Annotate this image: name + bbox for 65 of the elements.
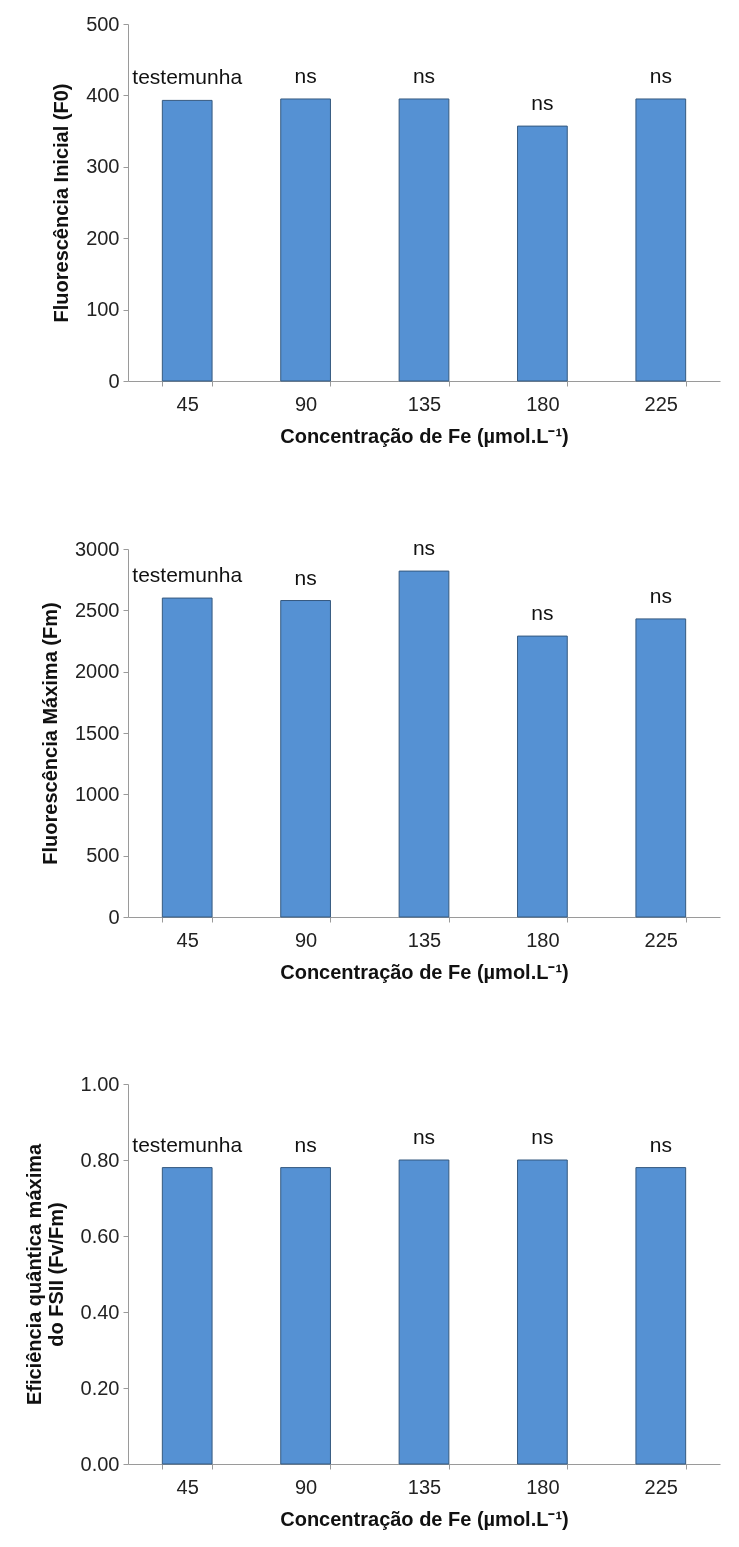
y-axis-title: Fluorescência Inicial (F0) xyxy=(50,83,73,323)
y-tick-label: 1000 xyxy=(75,782,120,805)
bar xyxy=(161,597,213,918)
bar xyxy=(161,99,213,382)
annotation: ns xyxy=(649,583,672,607)
annotation: ns xyxy=(531,1125,554,1148)
y-tick-label: 0.00 xyxy=(80,1452,120,1475)
x-tick-label: 180 xyxy=(526,1475,560,1498)
annotation: ns xyxy=(294,565,317,589)
annotation: ns xyxy=(412,1125,436,1148)
bar xyxy=(635,98,687,382)
y-tick-label: 2500 xyxy=(75,598,120,621)
y-tick-label: 200 xyxy=(86,226,120,249)
annotation: ns xyxy=(531,601,554,625)
annotation: ns xyxy=(531,91,554,115)
x-axis-title: Concentração de Fe (µmol.L⁻¹) xyxy=(280,960,569,983)
bar xyxy=(517,125,568,382)
y-tick-label: 500 xyxy=(86,844,120,867)
x-axis-title: Concentração de Fe (µmol.L⁻¹) xyxy=(280,1507,569,1530)
bar xyxy=(398,570,450,918)
bar xyxy=(280,98,331,382)
y-tick-label: 300 xyxy=(86,155,120,178)
y-tick-label: 0 xyxy=(108,369,120,392)
y-tick-label: 1.00 xyxy=(80,1072,120,1095)
y-axis-title: Eficiência quântica máxima do FSII (Fv/Fm) xyxy=(22,1143,67,1406)
x-tick-label: 225 xyxy=(644,928,678,951)
x-tick-label: 225 xyxy=(644,392,678,415)
y-tick-label: 0 xyxy=(108,905,120,928)
y-tick-label: 3000 xyxy=(75,537,120,560)
y-tick-label: 1500 xyxy=(75,721,120,744)
y-tick-label: 400 xyxy=(86,83,120,106)
annotation: ns xyxy=(412,63,436,87)
y-tick-label: 0.80 xyxy=(80,1148,120,1171)
y-tick-label: 2000 xyxy=(75,660,120,683)
annotation: ns xyxy=(649,1132,672,1156)
annotation: ns xyxy=(294,63,317,87)
x-tick-label: 135 xyxy=(407,392,442,415)
y-tick-label: 0.60 xyxy=(80,1224,120,1247)
x-tick-label: 180 xyxy=(526,392,560,415)
x-tick-label: 90 xyxy=(294,392,318,415)
annotation: ns xyxy=(294,1132,317,1156)
bar xyxy=(280,600,331,918)
annotation: ns xyxy=(412,536,436,560)
x-tick-label: 45 xyxy=(176,392,199,415)
annotation: ns xyxy=(649,63,672,87)
y-tick-label: 0.40 xyxy=(80,1300,120,1323)
x-tick-label: 135 xyxy=(407,928,442,951)
x-tick-label: 90 xyxy=(294,1475,318,1498)
x-tick-label: 180 xyxy=(526,928,560,951)
bar xyxy=(635,618,687,918)
y-tick-label: 100 xyxy=(86,298,120,321)
y-tick-label: 500 xyxy=(86,12,120,35)
x-tick-label: 90 xyxy=(294,928,318,951)
x-tick-label: 225 xyxy=(644,1475,678,1498)
y-tick-label: 0.20 xyxy=(80,1376,120,1399)
x-axis-title: Concentração de Fe (µmol.L⁻¹) xyxy=(280,424,569,447)
x-tick-label: 135 xyxy=(407,1475,442,1498)
x-tick-label: 45 xyxy=(176,1475,199,1498)
bar xyxy=(398,98,450,382)
bar xyxy=(517,635,568,918)
annotation: testemunha xyxy=(132,1132,243,1156)
annotation: testemunha xyxy=(132,65,243,89)
x-tick-label: 45 xyxy=(176,928,199,951)
y-axis-title: Fluorescência Máxima (Fm) xyxy=(39,602,62,865)
annotation: testemunha xyxy=(132,563,243,587)
